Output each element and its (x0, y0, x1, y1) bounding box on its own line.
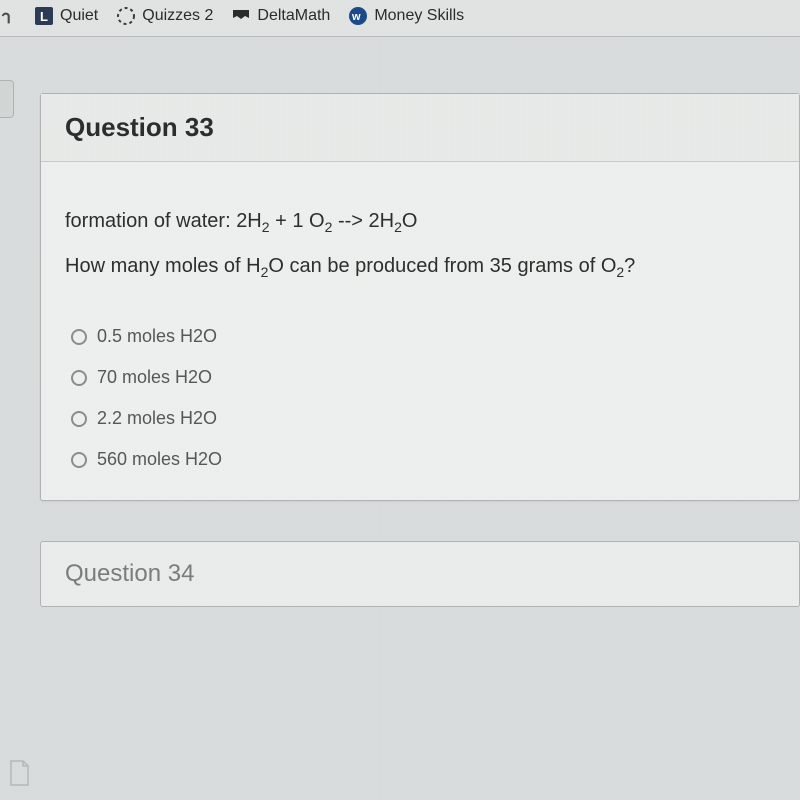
question-header: Question 33 (41, 94, 799, 162)
option-0[interactable]: 0.5 moles H2O (71, 326, 775, 347)
option-3[interactable]: 560 moles H2O (71, 449, 775, 470)
bookmark-h[interactable]: า (0, 6, 16, 26)
question-title: Question 33 (65, 112, 775, 143)
dotted-circle-icon (116, 6, 136, 26)
radio-icon (71, 452, 87, 468)
bookmark-label: Quizzes 2 (142, 7, 213, 25)
options-group: 0.5 moles H2O 70 moles H2O 2.2 moles H2O… (65, 326, 775, 470)
option-label: 0.5 moles H2O (97, 326, 217, 347)
formation-line: formation of water: 2H2 + 1 O2 --> 2H2O (65, 210, 775, 235)
bookmark-label: Money Skills (374, 7, 464, 25)
bookmark-label: Quiet (60, 7, 98, 25)
option-label: 2.2 moles H2O (97, 408, 217, 429)
next-question-card[interactable]: Question 34 (40, 541, 800, 607)
h-icon: า (0, 6, 16, 26)
svg-text:w: w (351, 11, 361, 23)
bookmark-quizzes[interactable]: Quizzes 2 (116, 6, 213, 26)
svg-text:L: L (40, 9, 48, 24)
option-2[interactable]: 2.2 moles H2O (71, 408, 775, 429)
bookmark-quiet[interactable]: L Quiet (34, 6, 98, 26)
banner-icon (231, 6, 251, 26)
question-body: formation of water: 2H2 + 1 O2 --> 2H2O … (41, 162, 799, 500)
content-area: Question 33 formation of water: 2H2 + 1 … (0, 37, 800, 607)
equation: 2H2 + 1 O2 --> 2H2O (236, 210, 417, 232)
radio-icon (71, 411, 87, 427)
option-label: 560 moles H2O (97, 449, 222, 470)
bookmarks-bar: า L Quiet Quizzes 2 DeltaMath w Money Sk… (0, 0, 800, 37)
radio-icon (71, 370, 87, 386)
option-1[interactable]: 70 moles H2O (71, 367, 775, 388)
left-nav-stub[interactable] (0, 80, 14, 118)
bookmark-moneyskills[interactable]: w Money Skills (348, 6, 464, 26)
w-circle-icon: w (348, 6, 368, 26)
bookmark-deltamath[interactable]: DeltaMath (231, 6, 330, 26)
prompt-line: How many moles of H2O can be produced fr… (65, 255, 775, 280)
formation-prefix: formation of water: (65, 210, 236, 232)
next-question-title: Question 34 (65, 560, 775, 588)
question-card: Question 33 formation of water: 2H2 + 1 … (40, 93, 800, 501)
page-icon (8, 760, 30, 786)
bookmark-label: DeltaMath (257, 7, 330, 25)
radio-icon (71, 329, 87, 345)
l-square-icon: L (34, 6, 54, 26)
option-label: 70 moles H2O (97, 367, 212, 388)
